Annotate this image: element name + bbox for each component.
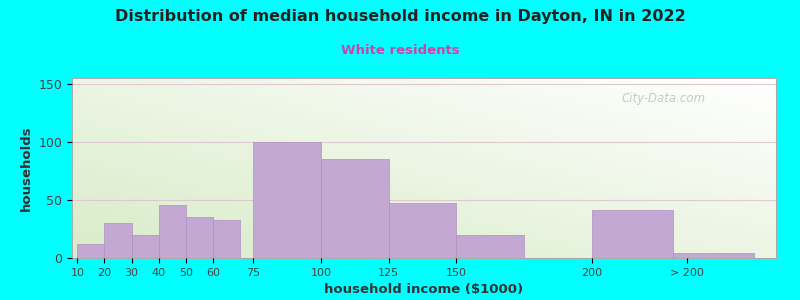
Bar bbox=[186, 218, 213, 258]
Bar bbox=[457, 235, 524, 258]
Text: White residents: White residents bbox=[341, 44, 459, 56]
Bar bbox=[389, 203, 457, 258]
Bar bbox=[105, 223, 131, 258]
Bar bbox=[673, 254, 754, 258]
Bar bbox=[78, 244, 105, 258]
Y-axis label: households: households bbox=[20, 125, 33, 211]
Bar bbox=[254, 142, 321, 258]
Text: Distribution of median household income in Dayton, IN in 2022: Distribution of median household income … bbox=[114, 9, 686, 24]
Bar bbox=[321, 159, 389, 258]
Bar bbox=[592, 210, 673, 258]
X-axis label: household income ($1000): household income ($1000) bbox=[325, 283, 523, 296]
Bar bbox=[213, 220, 240, 258]
Text: City-Data.com: City-Data.com bbox=[621, 92, 706, 105]
Bar bbox=[158, 205, 186, 258]
Bar bbox=[131, 235, 158, 258]
